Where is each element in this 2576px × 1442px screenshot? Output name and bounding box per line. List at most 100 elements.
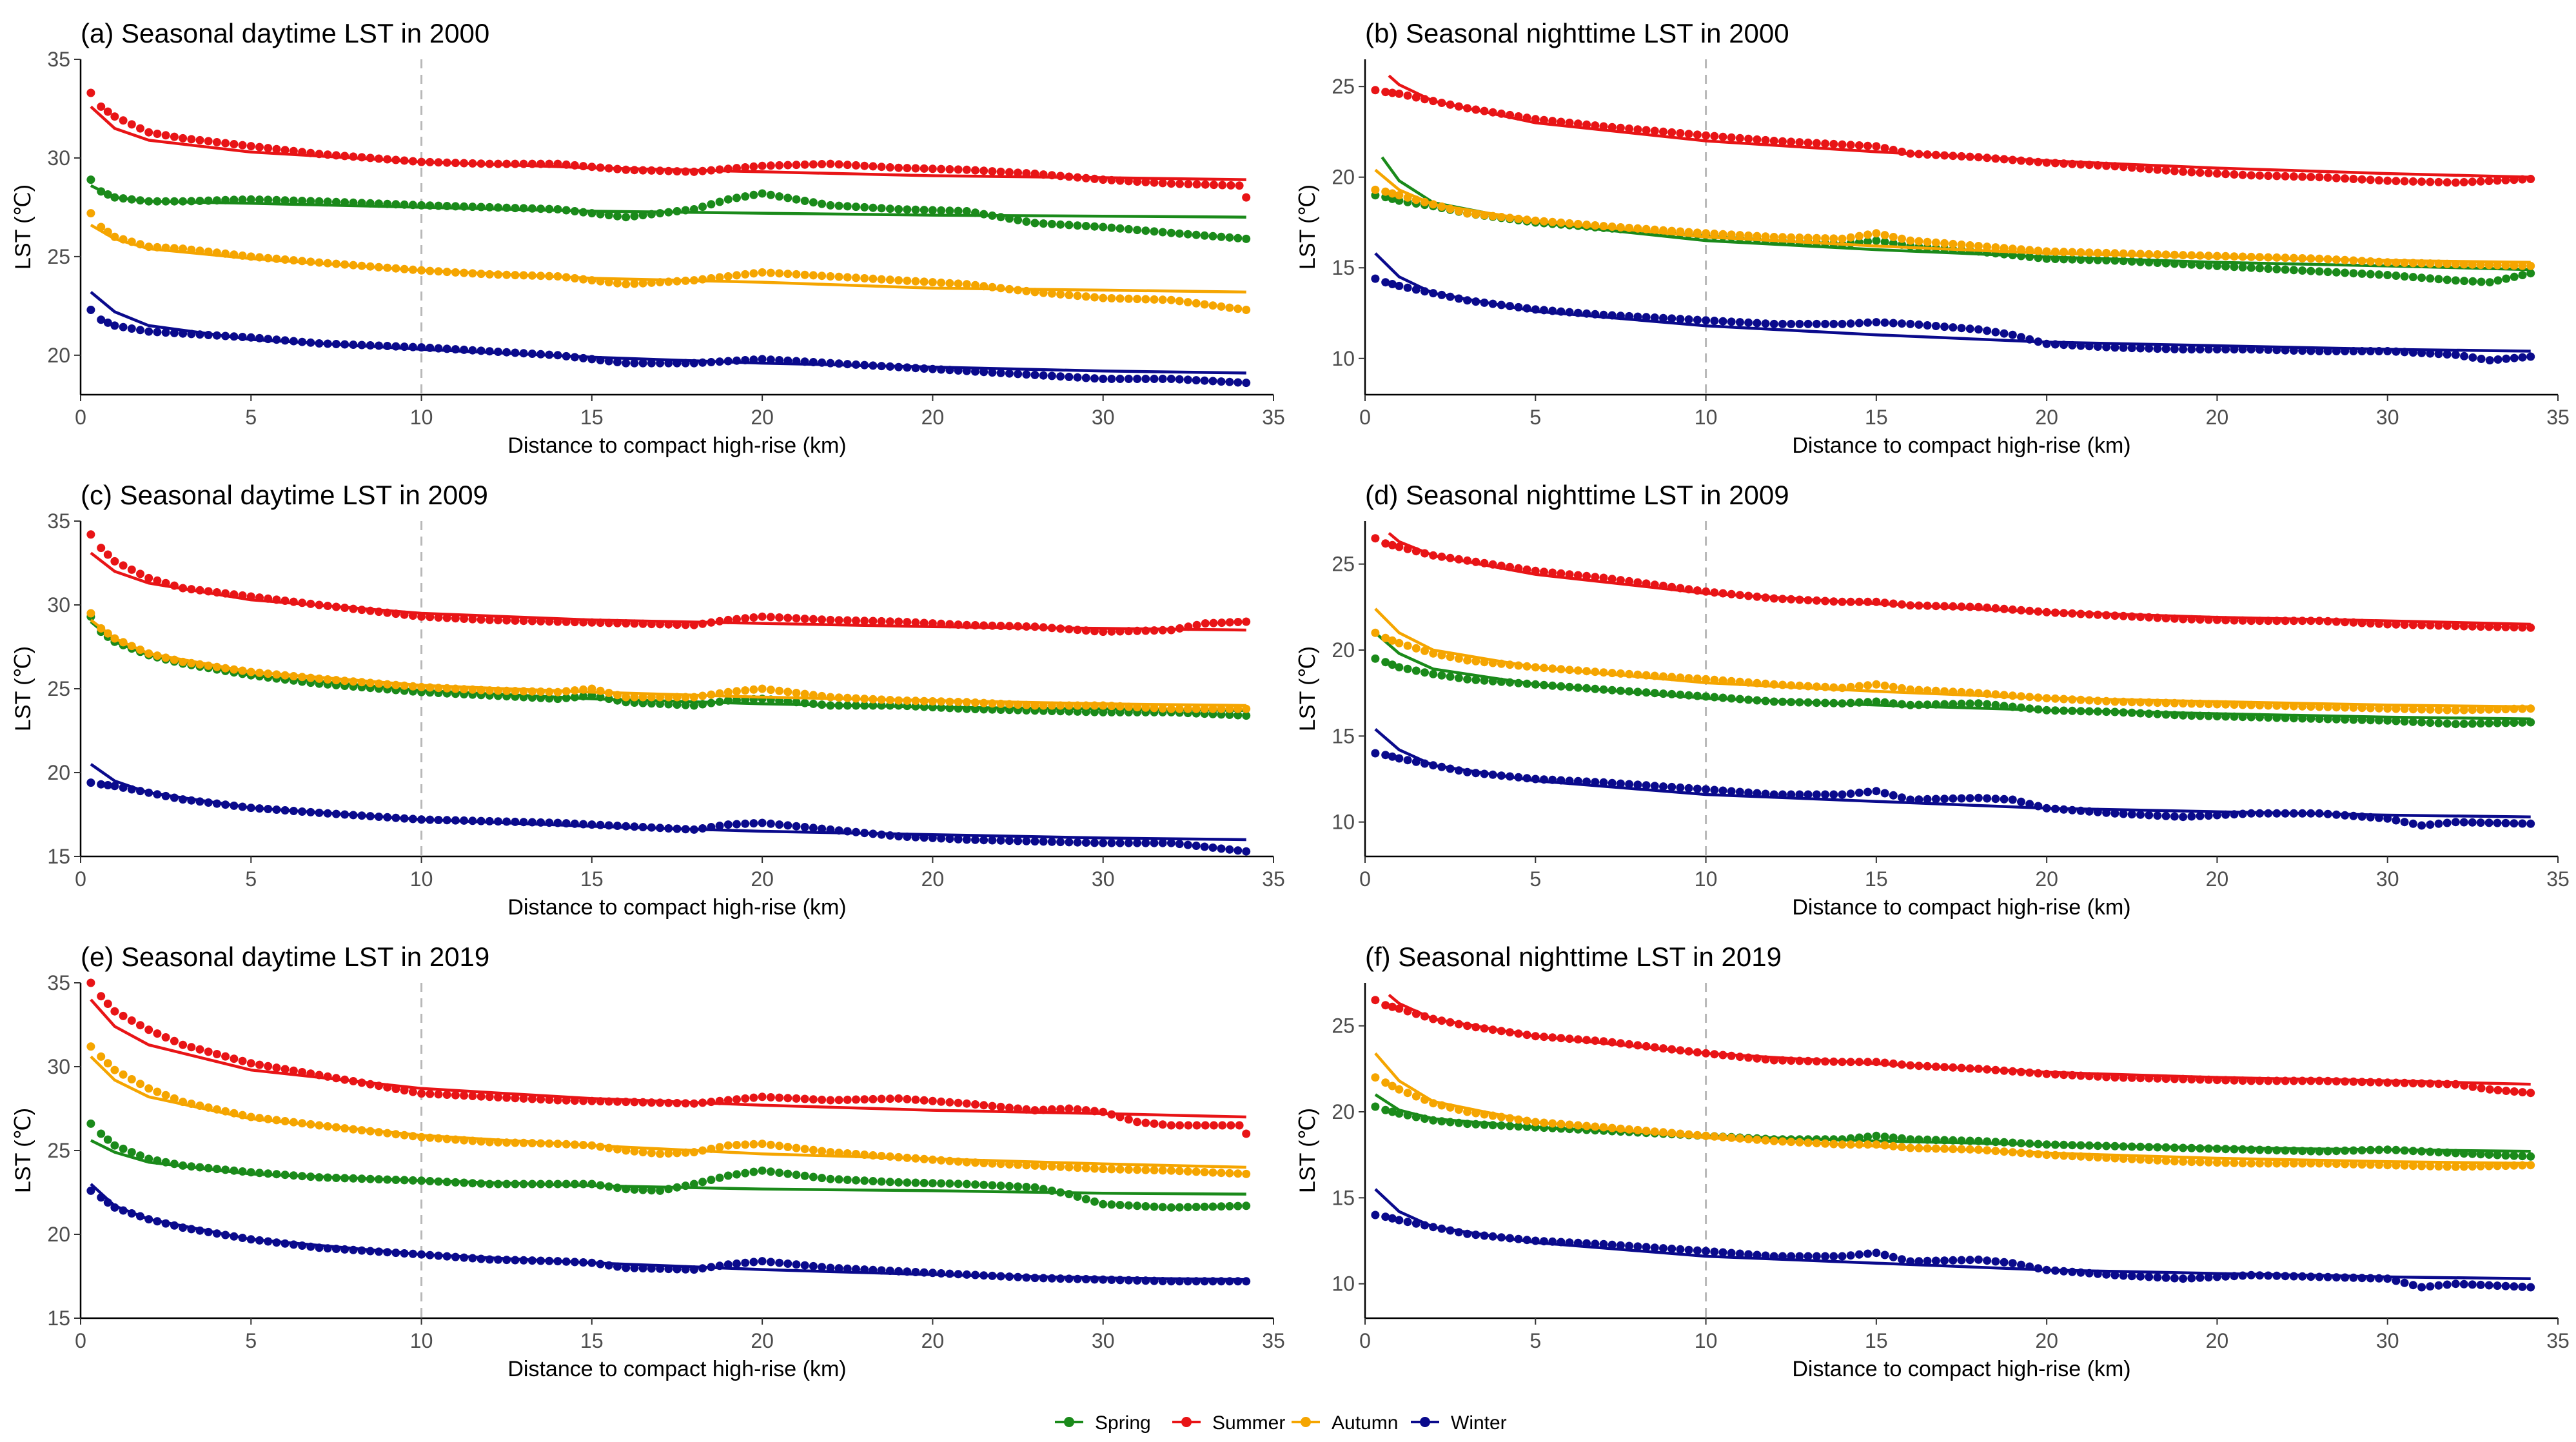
- data-point-spring: [1838, 699, 1847, 708]
- data-point-winter: [622, 359, 631, 368]
- x-tick-label: 15: [580, 867, 604, 891]
- data-point-spring: [127, 1148, 136, 1157]
- data-point-summer: [562, 1096, 571, 1105]
- data-point-winter: [1940, 1256, 1949, 1265]
- data-point-spring: [1931, 1136, 1940, 1145]
- data-point-spring: [383, 1175, 392, 1184]
- x-tick-label: 20: [921, 1329, 945, 1352]
- data-point-spring: [2306, 1147, 2315, 1156]
- data-point-summer: [1421, 1012, 1429, 1021]
- data-point-winter: [2153, 811, 2162, 820]
- data-point-summer: [2417, 620, 2426, 629]
- data-point-spring: [1437, 1117, 1446, 1126]
- data-point-autumn: [238, 666, 247, 675]
- data-point-autumn: [1242, 1169, 1251, 1178]
- data-point-winter: [1804, 1252, 1813, 1261]
- data-point-autumn: [2375, 1160, 2383, 1169]
- data-point-autumn: [673, 1149, 682, 1158]
- x-axis-label: Distance to compact high-rise (km): [507, 433, 846, 458]
- data-point-spring: [1965, 699, 1974, 708]
- data-point-winter: [570, 1258, 579, 1267]
- data-point-winter: [1506, 302, 1515, 311]
- data-point-spring: [97, 187, 106, 196]
- data-point-summer: [673, 620, 682, 629]
- data-point-autumn: [2289, 253, 2298, 262]
- data-point-spring: [979, 1180, 988, 1189]
- data-point-autumn: [553, 1140, 562, 1149]
- data-point-spring: [2042, 254, 2051, 263]
- data-point-winter: [2170, 812, 2179, 821]
- data-point-winter: [945, 835, 954, 844]
- data-point-autumn: [1192, 1167, 1201, 1176]
- data-point-winter: [1073, 838, 1082, 847]
- data-point-summer: [579, 1096, 588, 1105]
- data-point-autumn: [97, 1052, 106, 1061]
- data-point-autumn: [783, 1143, 792, 1151]
- data-point-autumn: [741, 686, 750, 695]
- data-point-winter: [1242, 379, 1251, 388]
- data-point-autumn: [451, 1135, 460, 1144]
- data-point-autumn: [2493, 705, 2502, 714]
- data-point-spring: [1141, 226, 1150, 235]
- data-point-spring: [2110, 256, 2119, 265]
- data-point-winter: [945, 366, 954, 375]
- data-point-spring: [1395, 1109, 1404, 1118]
- data-point-winter: [2256, 809, 2264, 818]
- data-point-autumn: [1548, 217, 1557, 226]
- data-point-autumn: [400, 264, 409, 273]
- data-point-spring: [1923, 700, 1932, 709]
- data-point-summer: [375, 1082, 383, 1091]
- data-point-winter: [766, 1258, 775, 1267]
- data-point-autumn: [153, 651, 162, 660]
- data-point-spring: [1957, 699, 1966, 708]
- data-point-spring: [2110, 1141, 2119, 1151]
- data-point-summer: [110, 1007, 119, 1016]
- data-point-autumn: [570, 274, 579, 282]
- data-point-autumn: [2501, 705, 2510, 714]
- data-point-winter: [1454, 766, 1463, 775]
- data-point-summer: [928, 1096, 937, 1105]
- data-point-autumn: [1684, 674, 1693, 683]
- data-point-autumn: [766, 268, 775, 277]
- data-point-summer: [2093, 610, 2102, 619]
- data-point-autumn: [1880, 231, 1889, 240]
- data-point-spring: [1411, 666, 1421, 675]
- data-point-spring: [604, 1182, 613, 1191]
- data-point-winter: [1124, 1276, 1133, 1285]
- x-tick-label: 5: [245, 1329, 257, 1352]
- data-point-summer: [1633, 1041, 1642, 1050]
- data-point-autumn: [707, 274, 716, 282]
- data-point-winter: [1158, 1277, 1167, 1285]
- data-point-spring: [2196, 711, 2205, 720]
- data-point-autumn: [2264, 1159, 2273, 1168]
- data-point-spring: [2383, 1145, 2392, 1154]
- data-point-spring: [2349, 715, 2358, 724]
- data-point-spring: [2196, 261, 2205, 270]
- data-point-autumn: [638, 279, 647, 288]
- data-point-spring: [460, 202, 469, 211]
- y-tick-label: 35: [47, 971, 70, 994]
- data-point-autumn: [502, 686, 511, 695]
- data-point-summer: [408, 1087, 417, 1096]
- data-point-spring: [366, 199, 375, 208]
- data-point-spring: [553, 695, 562, 704]
- data-point-autumn: [1693, 228, 1702, 237]
- data-point-autumn: [2443, 706, 2452, 715]
- data-point-spring: [2264, 264, 2273, 273]
- data-point-spring: [1787, 698, 1796, 707]
- data-point-summer: [1573, 119, 1582, 128]
- data-point-winter: [2221, 1272, 2230, 1281]
- data-point-winter: [2102, 342, 2111, 351]
- data-point-summer: [2272, 1076, 2281, 1085]
- data-point-summer: [2510, 623, 2519, 632]
- data-point-winter: [323, 1244, 332, 1253]
- data-point-summer: [1582, 1036, 1591, 1045]
- data-point-winter: [681, 825, 690, 834]
- data-point-winter: [2349, 1273, 2358, 1282]
- data-point-summer: [1625, 124, 1634, 133]
- data-point-winter: [1702, 316, 1711, 325]
- data-point-winter: [2034, 1264, 2043, 1273]
- data-point-summer: [127, 120, 136, 129]
- data-point-autumn: [2349, 256, 2358, 265]
